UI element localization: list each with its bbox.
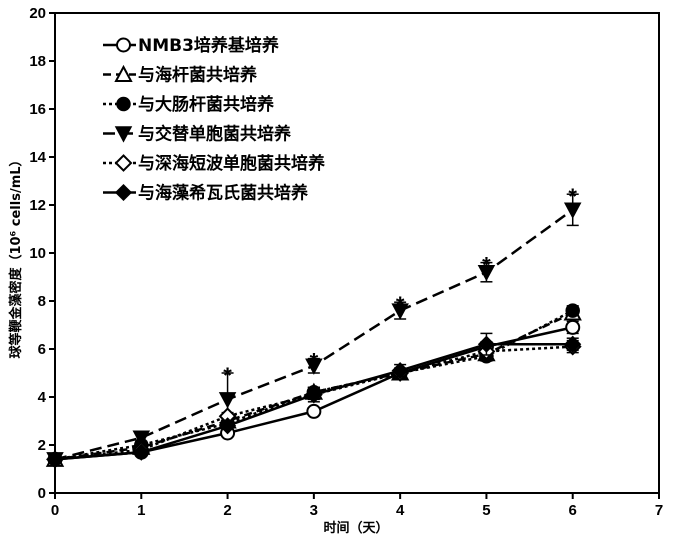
significance-mark-0: * — [223, 363, 232, 388]
series-2-point-6 — [565, 303, 580, 318]
y-tick-label-10: 20 — [29, 5, 46, 22]
series-3-point-4 — [391, 303, 409, 320]
legend-marker-0 — [116, 37, 131, 53]
series-3 — [46, 193, 582, 469]
series-5-point-1 — [132, 443, 150, 461]
series-5-point-2 — [219, 417, 237, 435]
x-axis-title: 时间（天） — [323, 520, 388, 536]
series-5-point-4 — [391, 362, 409, 380]
series-3-point-2 — [218, 392, 237, 409]
series-3-point-3 — [305, 358, 323, 375]
x-tick-label-5: 5 — [482, 502, 490, 519]
y-tick-label-0: 0 — [38, 485, 46, 502]
legend-marker-1 — [114, 64, 133, 82]
y-axis-title: 球等鞭金藻密度（10⁶ cells/mL） — [8, 153, 24, 358]
x-tick-label-2: 2 — [223, 502, 231, 519]
series-5 — [46, 332, 582, 468]
y-tick-label-1: 2 — [38, 437, 46, 454]
legend-label-1: 与海杆菌共培养 — [138, 65, 258, 86]
chart-series — [45, 193, 582, 469]
series-5-point-5 — [477, 335, 495, 353]
legend-entry-4: 与深海短波单胞菌共培养 — [103, 153, 326, 174]
legend-label-3: 与交替单胞菌共培养 — [138, 124, 292, 145]
y-tick-label-2: 4 — [38, 389, 47, 406]
legend-entry-3: 与交替单胞菌共培养 — [103, 124, 292, 145]
y-tick-label-5: 10 — [29, 245, 46, 262]
legend-entry-1: 与海杆菌共培养 — [103, 65, 258, 86]
legend-entry-0: NMB3培养基培养 — [103, 35, 280, 56]
x-tick-label-0: 0 — [51, 502, 59, 519]
significance-mark-2: * — [396, 292, 405, 317]
legend-marker-2 — [116, 96, 131, 112]
legend-marker-5 — [114, 183, 133, 202]
legend-marker-3 — [114, 126, 133, 143]
y-tick-label-9: 18 — [29, 53, 46, 70]
legend-entry-2: 与大肠杆菌共培养 — [103, 94, 275, 115]
y-tick-label-6: 12 — [29, 197, 46, 214]
y-tick-label-4: 8 — [38, 293, 46, 310]
legend-label-0: NMB3培养基培养 — [138, 35, 280, 56]
series-3-point-5 — [477, 264, 496, 282]
chart-legend: NMB3培养基培养与海杆菌共培养与大肠杆菌共培养与交替单胞菌共培养与深海短波单胞… — [103, 35, 326, 204]
x-tick-label-7: 7 — [655, 502, 663, 519]
legend-label-5: 与海藻希瓦氏菌共培养 — [138, 183, 309, 204]
x-tick-label-3: 3 — [310, 502, 318, 519]
series-0-point-3 — [306, 403, 322, 419]
x-tick-label-1: 1 — [137, 502, 145, 519]
legend-entry-5: 与海藻希瓦氏菌共培养 — [103, 183, 309, 204]
y-tick-label-8: 16 — [29, 101, 46, 118]
series-0-point-6 — [565, 319, 581, 335]
y-tick-label-3: 6 — [38, 341, 46, 358]
legend-marker-4 — [114, 154, 133, 172]
series-3-point-1 — [132, 430, 151, 447]
series-3-line — [54, 208, 574, 461]
series-5-point-3 — [305, 386, 323, 404]
significance-mark-3: * — [482, 253, 491, 278]
series-3-point-6 — [563, 202, 582, 219]
significance-mark-1: * — [310, 349, 319, 374]
chart-annotations: * * * * * — [223, 184, 577, 388]
y-tick-label-7: 14 — [29, 149, 46, 166]
series-5-point-0 — [46, 450, 64, 468]
legend-label-4: 与深海短波单胞菌共培养 — [138, 153, 326, 174]
x-tick-label-6: 6 — [569, 502, 577, 519]
series-5-point-6 — [564, 335, 582, 353]
significance-mark-4: * — [568, 184, 577, 209]
x-tick-label-4: 4 — [396, 502, 405, 519]
legend-label-2: 与大肠杆菌共培养 — [138, 94, 275, 115]
